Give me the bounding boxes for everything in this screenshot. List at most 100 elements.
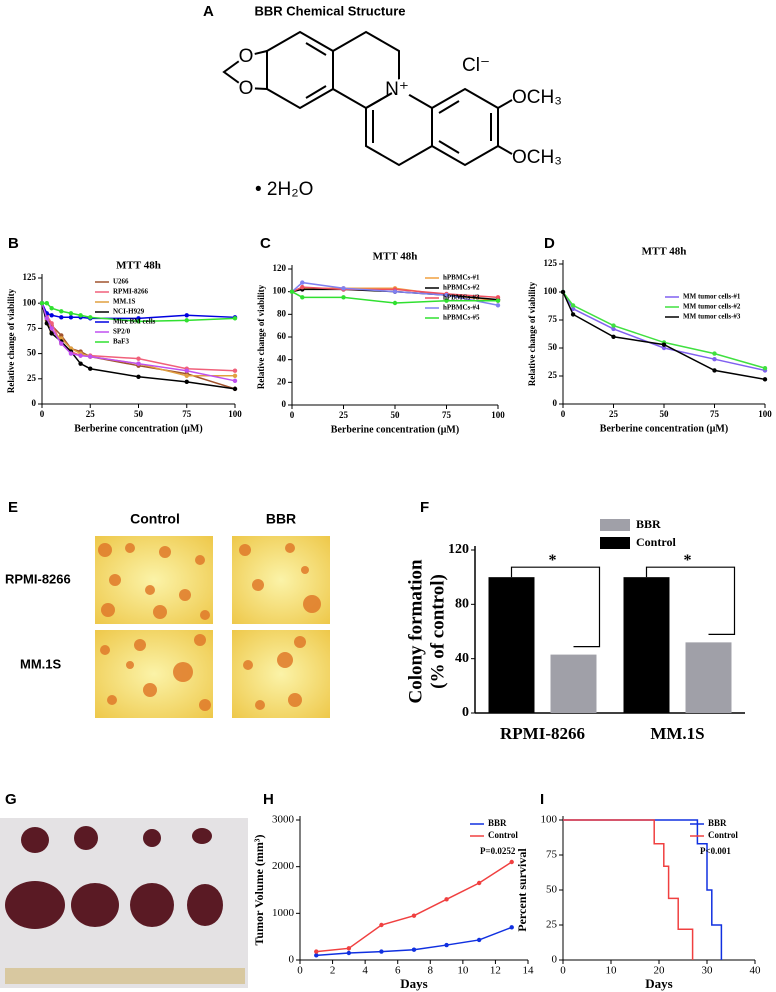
series-line (41, 303, 236, 390)
point (341, 286, 346, 291)
survival-curve (563, 819, 694, 960)
point (570, 306, 576, 311)
survival-curve (563, 819, 723, 960)
point (49, 313, 54, 318)
y-axis-label: Relative change of viability (527, 281, 537, 386)
point (136, 374, 141, 379)
x-tick-label: MM.1S (650, 724, 704, 743)
panel-label: D (544, 235, 555, 252)
series-line (562, 291, 766, 381)
y-tick-label: 125 (544, 258, 558, 268)
colony-images: E Control BBR RPMI-8266 MM.1S (5, 499, 330, 718)
point (68, 351, 74, 356)
point (68, 311, 74, 316)
atom: • 2H₂O (255, 179, 313, 200)
point (300, 280, 305, 285)
x-tick-label: 30 (702, 965, 714, 977)
y-tick-label: 0 (553, 398, 558, 408)
x-tick-label: 25 (86, 409, 96, 419)
x-tick-label: 2 (330, 965, 336, 977)
legend-label: BaF3 (113, 338, 129, 346)
legend-label: Control (708, 830, 738, 840)
point (314, 949, 319, 954)
x-tick-label: 40 (750, 965, 762, 977)
point (341, 295, 346, 300)
point (392, 289, 398, 294)
panel-label: F (420, 499, 429, 516)
legend-label: hPBMCs-#1 (443, 274, 480, 282)
bar (685, 642, 732, 713)
y-tick-label: 125 (23, 272, 37, 282)
x-tick-label: 0 (290, 410, 295, 420)
significance-bracket (510, 566, 601, 648)
y-tick-label: 100 (273, 286, 287, 296)
double-bond (438, 140, 460, 154)
x-tick-label: 4 (362, 965, 368, 977)
y-tick-label: 0 (462, 705, 469, 720)
y-tick-label: 75 (27, 322, 37, 332)
atom-bg (237, 79, 255, 97)
series-line (41, 302, 236, 382)
legend-label: hPBMCs-#3 (443, 294, 480, 302)
bar (488, 577, 535, 713)
point (59, 336, 64, 341)
atom: O (239, 46, 254, 67)
x-tick-label: 8 (428, 965, 434, 977)
panel-label: I (540, 791, 544, 808)
bond (497, 145, 513, 155)
y-tick-label: 25 (27, 373, 37, 383)
x-axis-label: Berberine concentration (μM) (600, 423, 728, 434)
y-tick-label: 0 (32, 398, 37, 408)
point (184, 373, 189, 378)
point (560, 289, 566, 295)
y-tick-label: 100 (544, 286, 558, 296)
atom: OCH₃ (512, 87, 562, 108)
point (346, 946, 352, 951)
tumor-photo: G (0, 791, 248, 988)
atom: N⁺ (385, 79, 409, 100)
photo (232, 630, 330, 718)
point (88, 315, 93, 320)
double-bond (305, 42, 327, 56)
chemical-structure: A BBR Chemical Structure O O N⁺ Cl⁻ OCH₃… (203, 3, 562, 200)
panel-label: C (260, 235, 271, 252)
x-tick-label: 0 (40, 409, 45, 419)
legend-label: NCI-H929 (113, 308, 145, 316)
panel-label: B (8, 235, 19, 252)
x-tick-label: 14 (523, 965, 535, 977)
x-tick-label: 6 (395, 965, 401, 977)
point (346, 950, 352, 956)
y-tick-label: 120 (273, 263, 287, 273)
column-label: BBR (266, 511, 296, 527)
point (611, 326, 616, 332)
point (184, 368, 189, 373)
point (379, 949, 384, 954)
y-tick-label: 80 (455, 597, 469, 612)
point (444, 897, 449, 902)
point (68, 315, 74, 320)
legend-label: RPMI-8266 (113, 288, 148, 296)
legend-swatch (600, 537, 630, 549)
point (392, 300, 398, 306)
x-tick-label: 75 (710, 409, 720, 419)
ring (266, 30, 334, 110)
y-axis-label: Percent survival (515, 848, 529, 932)
point (44, 301, 50, 306)
point (411, 913, 417, 918)
point (39, 301, 45, 306)
point (78, 361, 83, 366)
y-axis-label: (% of control) (427, 574, 448, 689)
point (59, 341, 64, 346)
point (495, 298, 501, 303)
panel-label: H (263, 791, 274, 808)
annotation: * (684, 552, 692, 569)
legend-label: hPBMCs-#4 (443, 304, 480, 312)
point (232, 316, 238, 321)
point (59, 309, 64, 314)
point (570, 312, 576, 317)
point (444, 292, 449, 298)
significance-bracket (645, 566, 736, 635)
y-axis-label: Colony formation (405, 559, 426, 704)
series-line (562, 291, 766, 369)
legend-label: MM tumor cells-#2 (683, 303, 741, 311)
